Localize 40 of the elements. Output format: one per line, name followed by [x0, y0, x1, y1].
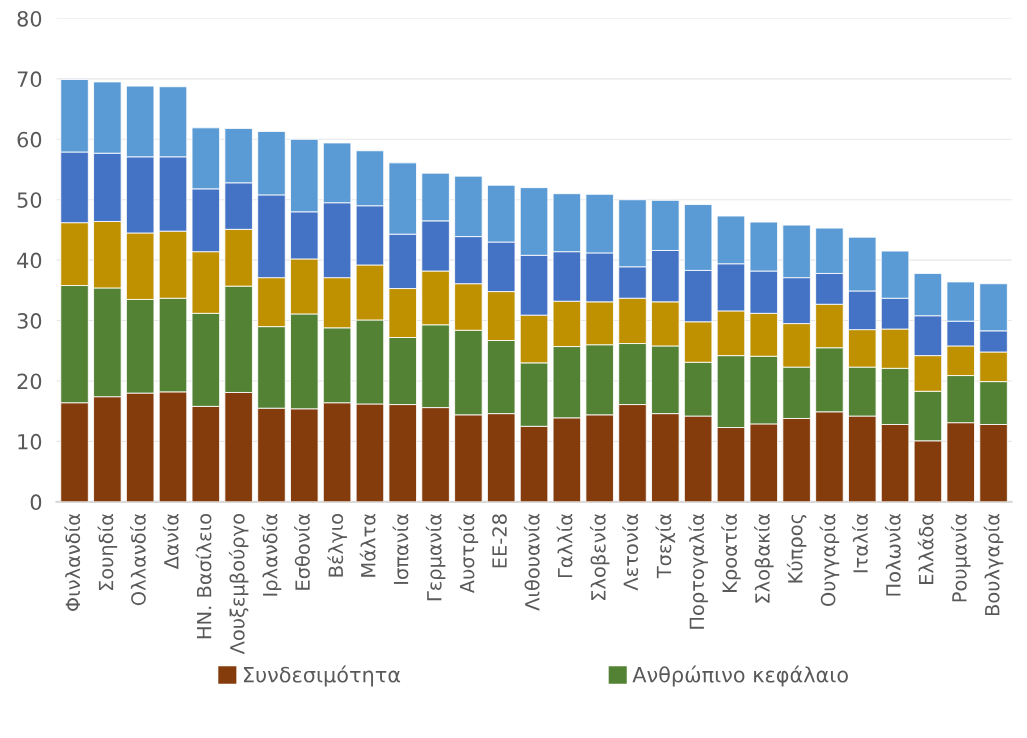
- x-tick-label: Σλοβενία: [589, 513, 610, 600]
- x-tick-label: Ιταλία: [852, 513, 868, 573]
- x-tick-label: Λετονία: [622, 513, 639, 591]
- y-tick-label: 50: [17, 192, 42, 208]
- x-tick-label: Ισπανία: [392, 513, 409, 584]
- x-tick-label: Λουξεμβούργο: [228, 514, 249, 655]
- y-tick-label: 80: [17, 10, 42, 27]
- x-tick-label: Γαλλία: [556, 513, 573, 578]
- y-tick-label: 20: [17, 373, 42, 390]
- x-tick-label: Ρουμανία: [950, 513, 971, 602]
- x-tick-label: Ελλάδα: [917, 513, 934, 584]
- x-tick-label: Ιρλανδία: [261, 513, 282, 596]
- y-tick-label: 10: [18, 433, 42, 450]
- x-tick-label: ΕΕ-28: [492, 514, 507, 568]
- x-tick-label: Εσθονία: [294, 513, 310, 590]
- legend-label: Συνδεσιμότητα: [243, 665, 401, 687]
- x-tick-label: Βέλγιο: [327, 514, 347, 577]
- x-tick-label: Ολλανδία: [129, 513, 146, 606]
- x-tick-label: Γερμανία: [425, 513, 446, 601]
- y-tick-label: 40: [17, 252, 42, 269]
- x-tick-label: Κροατία: [721, 513, 741, 592]
- x-tick-label: Πορτογαλία: [688, 513, 708, 629]
- x-tick-label: Φινλανδία: [64, 513, 81, 612]
- y-tick-label: 70: [17, 71, 42, 88]
- y-tick-label: 0: [30, 494, 42, 511]
- x-tick-label: Πολωνία: [884, 513, 901, 596]
- legend-label: Ανθρώπινο κεφάλαιο: [632, 665, 848, 687]
- x-tick-label: Λιθουανία: [523, 513, 540, 611]
- x-tick-label: Σουηδία: [97, 513, 118, 591]
- x-tick-label: Δανία: [162, 513, 179, 570]
- x-tick-label: Σλοβακία: [753, 513, 774, 603]
- x-tick-label: Κύπρος: [786, 514, 807, 583]
- x-tick-label: Μάλτα: [359, 513, 376, 577]
- y-tick-label: 60: [17, 131, 42, 148]
- x-tick-label: Βουλγαρία: [983, 513, 1004, 616]
- x-tick-label: ΗΝ. Βασίλειο: [195, 514, 212, 639]
- x-tick-label: Αυστρία: [458, 513, 479, 594]
- y-tick-label: 30: [17, 313, 42, 329]
- x-tick-label: Ουγγαρία: [819, 513, 840, 606]
- x-tick-label: Τσεχία: [655, 513, 676, 579]
